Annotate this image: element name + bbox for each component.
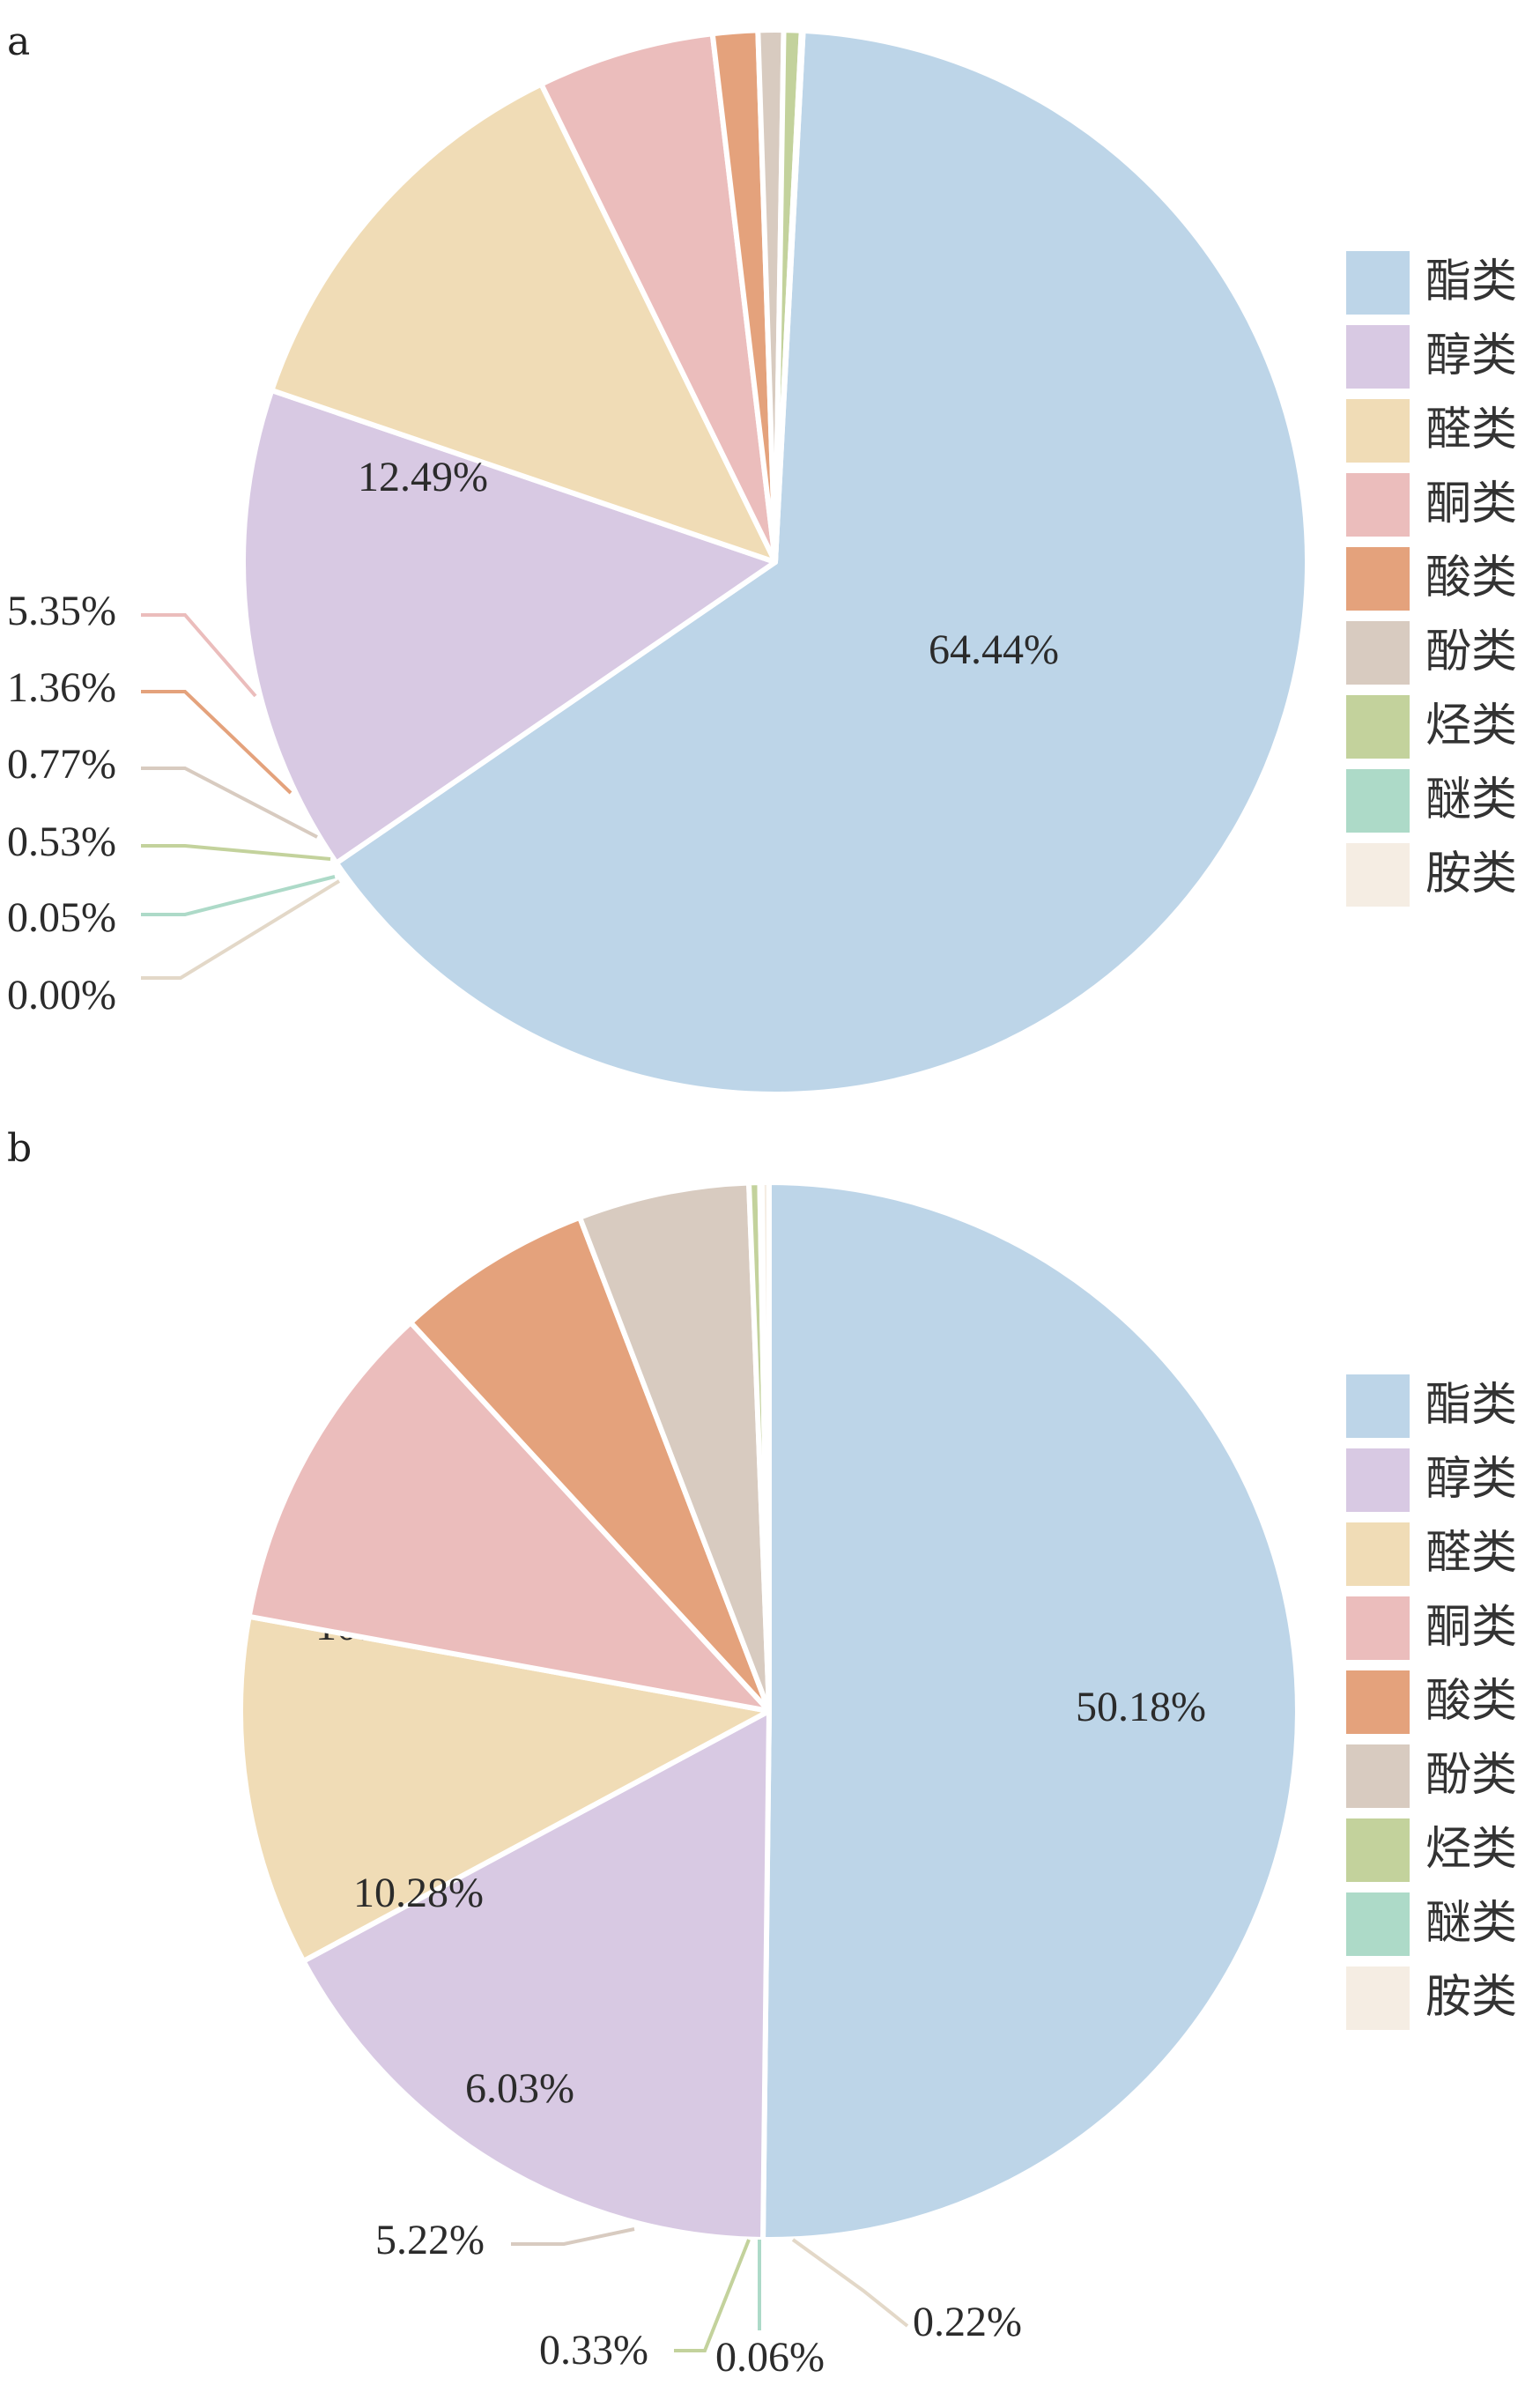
- callout-line: [141, 879, 341, 980]
- pie-slice-a-2: [269, 81, 778, 565]
- callout-line: [511, 2227, 635, 2246]
- legend-swatch: [1346, 1670, 1410, 1734]
- slice-value-label: 5.35%: [7, 588, 116, 634]
- pie-chart-a: 64.44%14.76%12.49%5.35%1.36%0.77%0.53%0.…: [7, 27, 1311, 1097]
- legend-label: 烃类: [1425, 1823, 1517, 1876]
- legend-label: 烃类: [1425, 700, 1517, 752]
- legend-label: 胺类: [1425, 1971, 1517, 2024]
- pie-slice-b-3: [246, 1320, 772, 1714]
- callout-line: [141, 767, 318, 839]
- legend-label: 醛类: [1425, 1527, 1517, 1580]
- pie-slice-b-8: [759, 1180, 772, 1714]
- legend-label: 酚类: [1425, 1749, 1517, 1802]
- pie-slice-b-0: [760, 1180, 1300, 2242]
- slice-value-label: 0.00%: [7, 972, 116, 1018]
- legend-label: 酸类: [1425, 1675, 1517, 1728]
- legend-label: 醇类: [1425, 330, 1517, 382]
- legend-swatch: [1346, 695, 1410, 759]
- legend-label: 胺类: [1425, 848, 1517, 900]
- legend-label: 酸类: [1425, 552, 1517, 604]
- legend-swatch: [1346, 621, 1410, 685]
- legend-label: 酚类: [1425, 626, 1517, 678]
- pie-slice-b-5: [577, 1180, 772, 1714]
- callout-line: [791, 2238, 909, 2328]
- legend-swatch: [1346, 1522, 1410, 1586]
- legend-swatch: [1346, 1892, 1410, 1956]
- slice-value-label: 0.33%: [539, 2327, 648, 2374]
- pie-slice-b-1: [300, 1708, 772, 2242]
- legend-swatch: [1346, 1374, 1410, 1438]
- callout-line: [141, 875, 336, 916]
- legend-swatch: [1346, 1596, 1410, 1660]
- slice-value-label: 0.77%: [7, 741, 116, 788]
- legend-swatch: [1346, 1967, 1410, 2030]
- callout-line: [674, 2239, 751, 2352]
- legend-swatch: [1346, 843, 1410, 907]
- legend-label: 醚类: [1425, 774, 1517, 826]
- slice-value-label: 0.53%: [7, 818, 116, 865]
- legend-label: 醛类: [1425, 404, 1517, 456]
- pie-slice-a-1: [241, 388, 778, 866]
- legend-swatch: [1346, 1448, 1410, 1512]
- panel-label-b: b: [7, 1126, 32, 1171]
- legend-label: 酯类: [1425, 1379, 1517, 1432]
- slice-value-label: 1.36%: [7, 664, 116, 711]
- legend-swatch: [1346, 547, 1410, 611]
- legend-swatch: [1346, 325, 1410, 389]
- slice-value-label: 0.22%: [913, 2299, 1022, 2345]
- slice-value-label: 6.03%: [465, 2065, 574, 2112]
- pie-chart-b: 50.18%16.97%10.7%10.28%6.03%5.22%0.33%0.…: [238, 1180, 1300, 2381]
- slice-value-label: 5.22%: [375, 2217, 485, 2263]
- legend-swatch: [1346, 1744, 1410, 1808]
- pie-slice-a-0: [333, 27, 1311, 1097]
- pie-slice-a-7: [773, 27, 806, 565]
- legend-swatch: [1346, 1818, 1410, 1882]
- legend-swatch: [1346, 473, 1410, 537]
- slice-value-label: 12.49%: [358, 454, 488, 500]
- slice-value-label: 10.28%: [353, 1870, 484, 1916]
- legend-label: 酯类: [1425, 256, 1517, 308]
- pie-slice-a-3: [538, 31, 778, 565]
- callout-line: [141, 844, 331, 861]
- pie-slice-b-4: [408, 1214, 772, 1714]
- callout-line: [141, 690, 292, 795]
- panel-label-a: a: [7, 19, 30, 64]
- legend-swatch: [1346, 399, 1410, 463]
- legend-label: 酮类: [1425, 478, 1517, 530]
- callout-line: [141, 613, 257, 698]
- slice-value-label: 64.44%: [929, 626, 1059, 673]
- legend-label: 醚类: [1425, 1897, 1517, 1950]
- legend-label: 醇类: [1425, 1453, 1517, 1506]
- legend-swatch: [1346, 251, 1410, 315]
- slice-value-label: 50.18%: [1076, 1684, 1206, 1730]
- pie-slice-b-2: [238, 1613, 772, 1964]
- legend-swatch: [1346, 769, 1410, 833]
- slice-value-label: 0.06%: [715, 2334, 825, 2381]
- slice-value-label: 0.05%: [7, 894, 116, 941]
- legend-label: 酮类: [1425, 1601, 1517, 1654]
